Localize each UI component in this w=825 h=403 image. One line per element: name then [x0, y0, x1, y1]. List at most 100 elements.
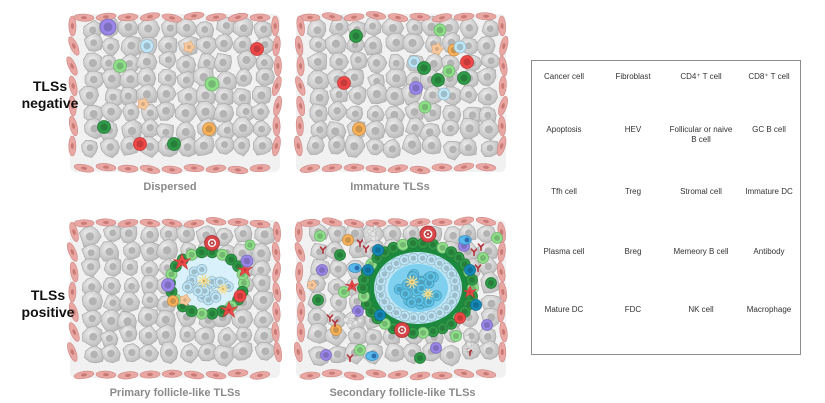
- immature-cancer-cell-10: [309, 36, 329, 53]
- primary-cancer-cell-79: [254, 342, 277, 361]
- immature-cancer-cell-68: [459, 117, 481, 139]
- secondary-follicular-b-cell-20: [417, 252, 428, 264]
- immature-immature-dc: [431, 42, 444, 56]
- secondary-hev: [419, 225, 437, 243]
- primary-fibroblast-30: [67, 342, 78, 362]
- legend-label-hev: HEV: [624, 125, 642, 134]
- secondary-cancer-cell-74: [384, 342, 406, 362]
- immature-fibroblast-28: [295, 115, 304, 137]
- row-label-negative: TLSs negative: [18, 78, 82, 112]
- immature-cancer-cell-78: [458, 137, 477, 156]
- dispersed-follicular-b-cell: [140, 39, 154, 53]
- immature-cancer-cell-20: [307, 51, 327, 72]
- immature-cancer-cell-63: [364, 120, 386, 141]
- dispersed-cancer-cell-12: [120, 36, 141, 58]
- dispersed-cancer-cell-48: [232, 88, 251, 108]
- secondary-follicular-b-cell-18: [399, 254, 410, 266]
- dispersed-fibroblast-11: [183, 164, 205, 172]
- primary-fibroblast-0: [73, 219, 95, 228]
- dispersed-cancer-cell-75: [177, 136, 198, 157]
- secondary-periph-cell-12: [481, 319, 493, 331]
- immature-cancer-cell-67: [441, 119, 460, 137]
- legend-label-antibody: Antibody: [753, 247, 785, 256]
- secondary-fibroblast-22: [295, 261, 304, 283]
- secondary-periph-cell-0: [314, 230, 326, 242]
- immature-cancer-cell-44: [385, 86, 406, 107]
- secondary-periph-cell-18: [464, 264, 476, 276]
- primary-hev: [204, 235, 220, 251]
- secondary-fibroblast-9: [387, 370, 409, 379]
- secondary-periph-cell-9: [477, 252, 489, 264]
- dispersed-cancer-cell-35: [176, 70, 195, 90]
- primary-cancer-cell-31: [102, 276, 122, 296]
- dispersed-fibroblast-13: [205, 164, 227, 173]
- dispersed-fibroblast-1: [73, 163, 95, 173]
- primary-cancer-cell-71: [100, 343, 121, 364]
- caption-secondary: Secondary follicle-like TLSs: [329, 387, 476, 399]
- primary-cancer-cell-11: [99, 241, 120, 262]
- dispersed-cancer-cell-33: [136, 66, 157, 90]
- dispersed-cancer-cell-55: [175, 103, 198, 125]
- primary-fibroblast-28: [68, 322, 80, 342]
- immature-cancer-cell-76: [422, 134, 442, 155]
- dispersed-fibroblast-20: [68, 36, 80, 56]
- primary-cancer-cell-7: [215, 227, 234, 246]
- immature-cancer-cell-5: [406, 18, 423, 37]
- primary-follicular-b-cell-17: [210, 291, 222, 303]
- immature-cancer-cell-79: [480, 140, 499, 158]
- dispersed-fibroblast-9: [161, 165, 183, 174]
- immature-cancer-cell-42: [348, 85, 367, 106]
- secondary-immature-dc: [307, 279, 318, 291]
- secondary-periph-cell-11: [470, 299, 482, 311]
- primary-fibroblast-19: [272, 221, 281, 243]
- immature-fibroblast-11: [409, 165, 431, 175]
- secondary-fibroblast-23: [496, 261, 506, 283]
- dispersed-cd4-t-cell: [113, 59, 127, 73]
- immature-cancer-cell-30: [307, 70, 331, 91]
- primary-cancer-cell-78: [231, 340, 253, 361]
- secondary-periph-cell-7: [374, 309, 386, 321]
- immature-fibroblast-25: [498, 75, 507, 97]
- primary-fibroblast-10: [183, 219, 205, 228]
- secondary-follicular-b-cell-21: [426, 254, 437, 266]
- primary-fibroblast-2: [95, 218, 117, 227]
- primary-follicular-b-cell-19: [192, 285, 204, 297]
- primary-stromal-cell-2: [220, 301, 238, 319]
- secondary-t-cell-9: [407, 326, 419, 339]
- immature-cancer-cell-64: [385, 116, 405, 139]
- dispersed-cancer-cell-28: [237, 49, 258, 72]
- immature-cancer-cell-71: [328, 134, 346, 155]
- primary-cancer-cell-60: [82, 325, 104, 348]
- primary-cancer-cell-74: [160, 341, 179, 364]
- primary-cancer-cell-1: [103, 225, 123, 242]
- dispersed-cancer-cell-20: [83, 52, 106, 74]
- dispersed-cd8-t-cell: [97, 120, 111, 134]
- immature-cancer-cell-46: [422, 84, 444, 105]
- secondary-fibroblast-16: [475, 216, 497, 226]
- secondary-gc-b-cell-18: [406, 297, 417, 308]
- secondary-fibroblast-8: [387, 218, 409, 227]
- legend-label-plasma-cell: Plasma cell: [543, 247, 585, 256]
- dispersed-fibroblast-0: [73, 13, 95, 22]
- primary-fibroblast-27: [272, 301, 281, 323]
- immature-fibroblast-31: [496, 136, 507, 156]
- dispersed-cancer-cell-10: [83, 32, 104, 52]
- primary-cancer-cell-70: [84, 345, 106, 364]
- primary-fibroblast-9: [161, 369, 183, 378]
- immature-cd8-t-cell-4: [431, 73, 445, 87]
- caption-immature: Immature TLSs: [350, 181, 430, 193]
- dispersed-fibroblast-28: [68, 115, 78, 137]
- secondary-t-cell-8: [417, 326, 429, 339]
- primary-cancer-cell-13: [139, 242, 160, 262]
- secondary-follicular-b-cell-19: [408, 252, 419, 264]
- primary-cancer-cell-20: [80, 258, 101, 278]
- dispersed-cancer-cell-77: [215, 136, 235, 155]
- immature-cancer-cell-74: [382, 138, 401, 159]
- secondary-t-cell-7: [427, 325, 439, 338]
- primary-cancer-cell-32: [123, 276, 140, 295]
- primary-cancer-cell-76: [197, 343, 217, 362]
- secondary-periph-cell-4: [352, 305, 364, 317]
- primary-follicular-b-cell-20: [214, 276, 226, 288]
- dispersed-cancer-cell-69: [253, 120, 272, 138]
- panel-dispersed: [66, 11, 283, 175]
